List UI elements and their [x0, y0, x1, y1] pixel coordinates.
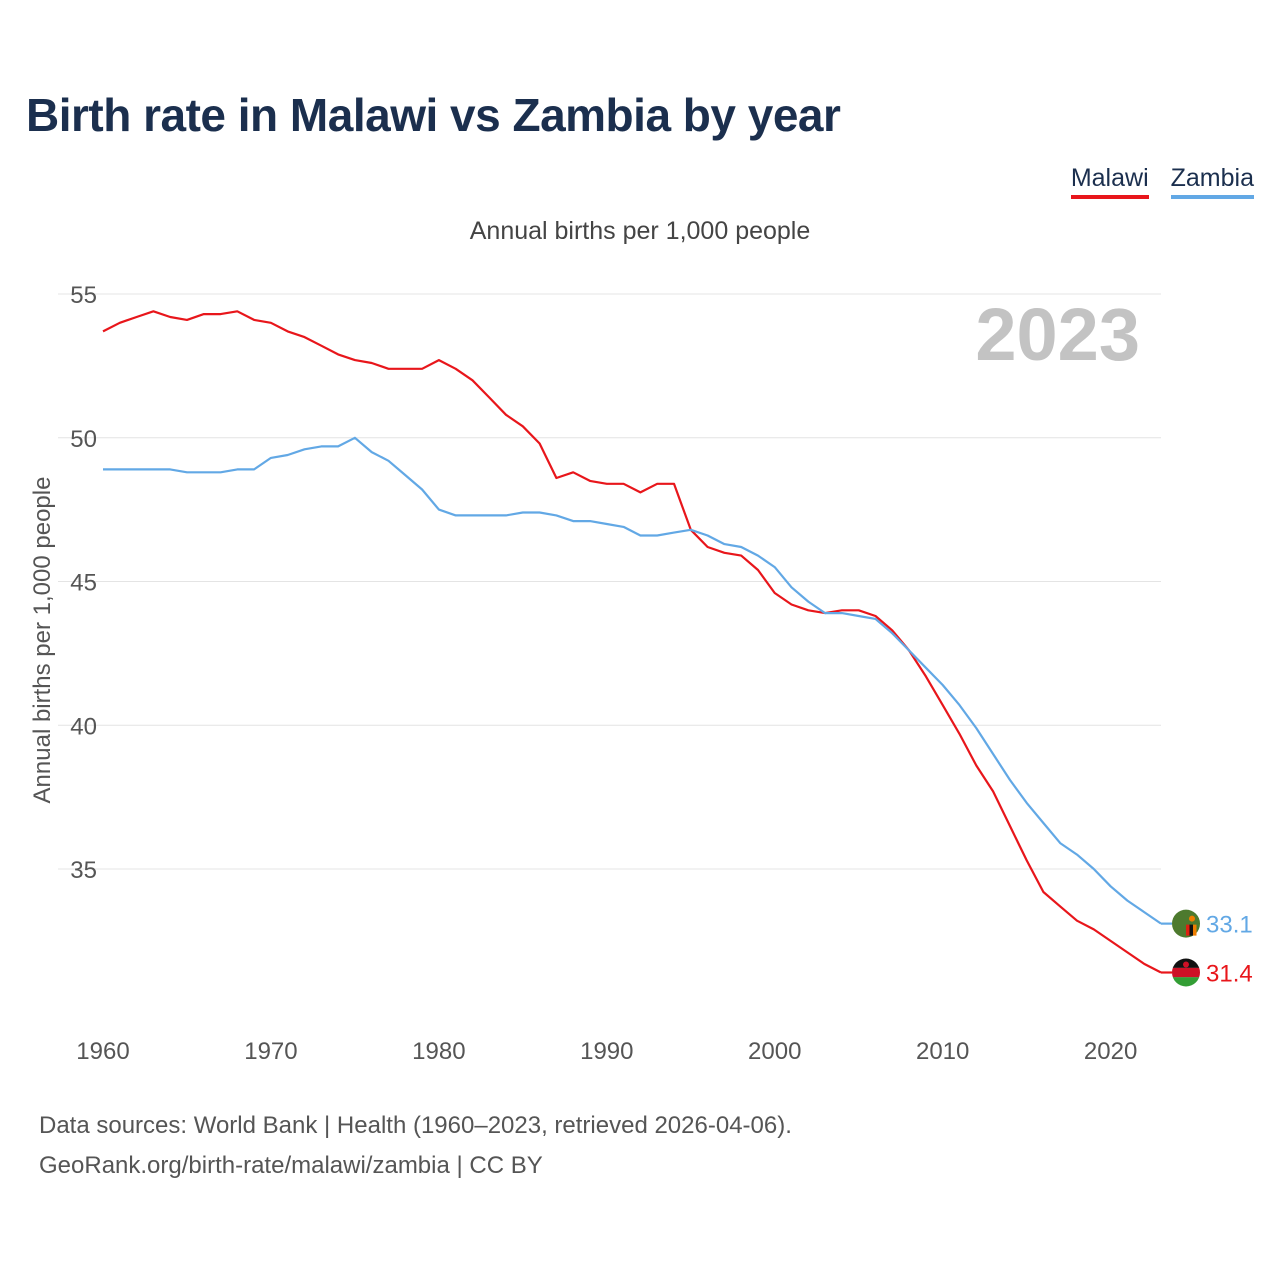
series-line-malawi [102, 310, 1162, 974]
x-tick-labels: 1960 1970 1980 1990 2000 2010 2020 [76, 1038, 1137, 1065]
chart-subtitle: Annual births per 1,000 people [469, 217, 811, 245]
end-value-label-malawi: 31.4 [1206, 961, 1253, 988]
year-watermark: 2023 [975, 293, 1140, 376]
x-tick-label: 1990 [580, 1038, 633, 1065]
y-axis-label: Annual births per 1,000 people [29, 477, 56, 804]
sources-line-1: Data sources: World Bank | Health (1960–… [39, 1112, 792, 1139]
series-endpoints: 31.4 33.1 [1161, 909, 1253, 988]
sources-line-2[interactable]: GeoRank.org/birth-rate/malawi/zambia | C… [39, 1152, 543, 1179]
legend: Malawi Zambia [1070, 164, 1254, 199]
series-line-zambia [103, 436, 1162, 925]
y-tick-label: 50 [70, 426, 97, 453]
legend-item-zambia[interactable]: Zambia [1170, 164, 1254, 199]
data-sources: Data sources: World Bank | Health (1960–… [39, 1106, 792, 1186]
x-tick-label: 2000 [748, 1038, 801, 1065]
series-lines [102, 310, 1162, 974]
x-tick-label: 1980 [412, 1038, 465, 1065]
y-tick-label: 40 [70, 713, 97, 740]
y-tick-labels: 35 40 45 50 55 [70, 282, 97, 884]
x-tick-label: 2010 [916, 1038, 969, 1065]
legend-item-malawi[interactable]: Malawi [1070, 164, 1149, 199]
chart-title: Birth rate in Malawi vs Zambia by year [26, 89, 841, 141]
flag-icon-zambia [1161, 909, 1200, 938]
y-tick-label: 45 [70, 570, 97, 597]
y-tick-label: 35 [70, 857, 97, 884]
x-tick-label: 1960 [76, 1038, 129, 1065]
x-tick-label: 2020 [1084, 1038, 1137, 1065]
x-tick-label: 1970 [244, 1038, 297, 1065]
y-tick-label: 55 [70, 282, 97, 309]
grid-lines [58, 293, 1161, 870]
flag-icon-malawi [1161, 958, 1200, 987]
end-value-label-zambia: 33.1 [1206, 912, 1253, 939]
